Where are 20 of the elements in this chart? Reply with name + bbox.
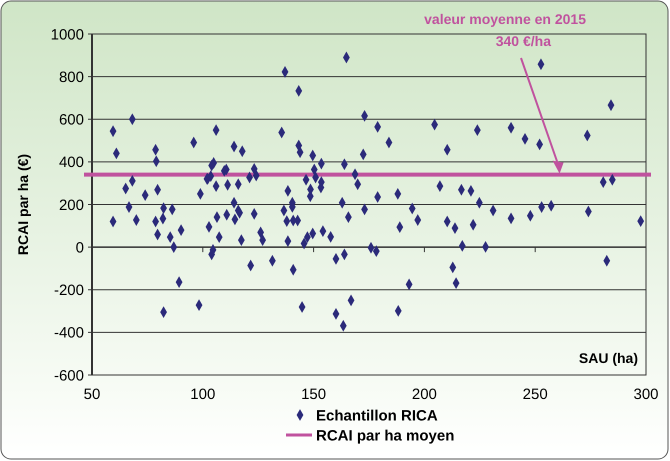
- y-tick-label: 200: [58, 196, 84, 214]
- x-axis-title: SAU (ha): [578, 350, 638, 366]
- y-tick-label: 400: [58, 154, 84, 172]
- y-tick-label: -600: [54, 367, 84, 384]
- y-tick-label: 800: [58, 68, 84, 86]
- y-tick-label: -400: [54, 324, 84, 342]
- legend-label: Echantillon RICA: [316, 407, 438, 424]
- x-tick-label: 150: [301, 386, 326, 403]
- y-tick-label: 0: [76, 239, 84, 256]
- legend-label: RCAI par ha moyen: [316, 427, 454, 444]
- y-tick-label: 600: [58, 112, 84, 128]
- x-tick-label: 300: [633, 386, 659, 403]
- y-tick-label: -200: [54, 282, 84, 299]
- y-axis-title: RCAI par ha (€): [15, 154, 31, 256]
- annotation: valeur moyenne en 2015 340 €/ha: [424, 11, 586, 49]
- x-tick-label: 50: [84, 386, 100, 403]
- x-tick-label: 250: [522, 386, 548, 403]
- x-tick-label: 100: [190, 386, 216, 403]
- x-tick-label: 200: [412, 386, 437, 403]
- y-tick-label: 1000: [50, 26, 84, 44]
